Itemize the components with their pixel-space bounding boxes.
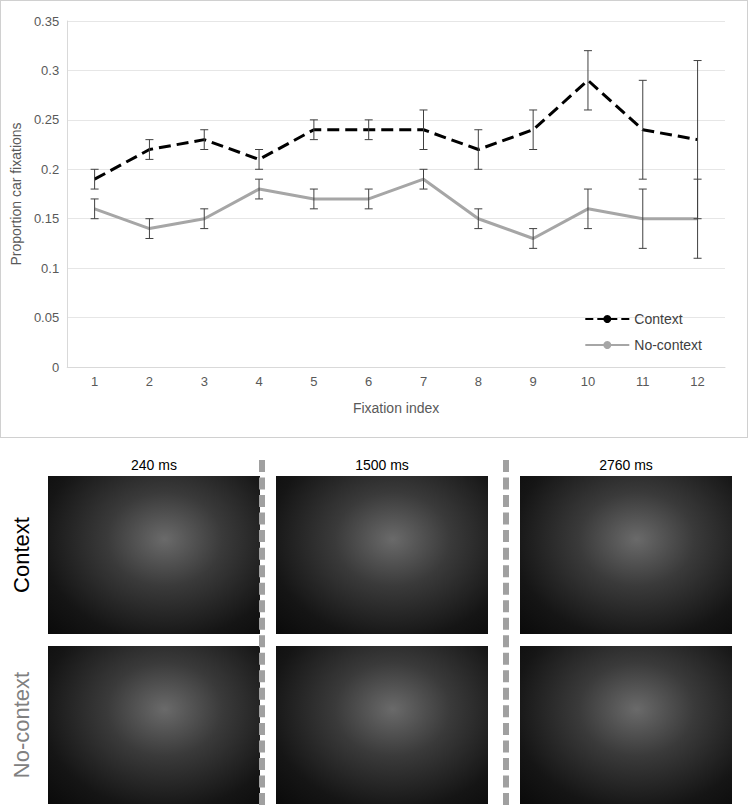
svg-text:6: 6 xyxy=(365,374,372,389)
html-text:No-context: No-context xyxy=(9,671,34,779)
svg-text:3: 3 xyxy=(201,374,208,389)
svg-text:0.25: 0.25 xyxy=(34,112,59,127)
svg-text:Fixation index: Fixation index xyxy=(353,400,439,416)
svg-text:0.15: 0.15 xyxy=(34,211,59,226)
svg-text:5: 5 xyxy=(310,374,317,389)
svg-text:10: 10 xyxy=(581,374,595,389)
html-text:Context: Context xyxy=(9,517,34,593)
svg-text:0.2: 0.2 xyxy=(41,162,59,177)
svg-text:2: 2 xyxy=(146,374,153,389)
svg-text:0.05: 0.05 xyxy=(34,310,59,325)
svg-text:0.1: 0.1 xyxy=(41,261,59,276)
html-text:240 ms: 240 ms xyxy=(131,457,177,473)
svg-text:7: 7 xyxy=(420,374,427,389)
html-text:2760 ms: 2760 ms xyxy=(599,457,653,473)
svg-text:0.35: 0.35 xyxy=(34,14,59,29)
svg-text:4: 4 xyxy=(255,374,262,389)
html-text:1500 ms: 1500 ms xyxy=(355,457,409,473)
svg-text:8: 8 xyxy=(475,374,482,389)
svg-text:11: 11 xyxy=(636,374,650,389)
svg-text:12: 12 xyxy=(690,374,704,389)
svg-text:9: 9 xyxy=(530,374,537,389)
svg-text:Context: Context xyxy=(634,311,682,327)
svg-text:0: 0 xyxy=(52,360,59,375)
svg-text:Proportion car fixations: Proportion car fixations xyxy=(8,122,24,265)
svg-text:0.3: 0.3 xyxy=(41,63,59,78)
svg-text:1: 1 xyxy=(91,374,98,389)
svg-text:No-context: No-context xyxy=(634,337,702,353)
